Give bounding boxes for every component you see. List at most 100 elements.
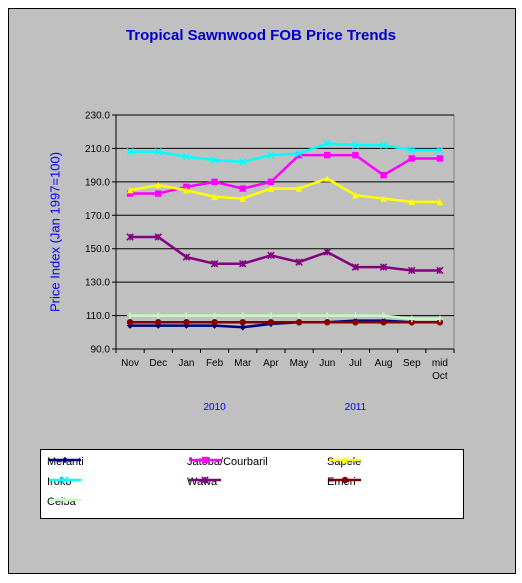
- x-tick-label: Jun: [319, 358, 335, 369]
- data-point-iroko: [239, 158, 247, 166]
- data-point-jatoba-courbaril: [380, 171, 387, 179]
- x-tick-label: Feb: [206, 358, 224, 369]
- data-point-emeri: [239, 319, 246, 326]
- legend-item-wawa: Wawa: [187, 474, 221, 490]
- data-point-sapele: [155, 182, 162, 189]
- series-jatoba-courbaril: [126, 151, 444, 197]
- data-point-jatoba-courbaril: [155, 190, 162, 197]
- data-point-emeri: [408, 319, 415, 326]
- series-line-wawa: [130, 235, 440, 272]
- data-point-jatoba-courbaril: [408, 155, 415, 162]
- legend-marker-iroko: [61, 476, 69, 484]
- x-tick-label: Nov: [121, 358, 139, 369]
- data-point-jatoba-courbaril: [239, 185, 246, 192]
- data-point-emeri: [295, 319, 303, 326]
- data-point-sapele: [408, 198, 415, 206]
- data-point-ceiba: [239, 312, 246, 319]
- data-point-jatoba-courbaril: [352, 151, 359, 159]
- data-point-ceiba: [352, 312, 359, 319]
- data-point-iroko: [351, 141, 360, 149]
- data-point-meranti: [239, 324, 246, 331]
- x-tick-label: May: [290, 358, 309, 369]
- data-point-wawa: [182, 253, 191, 261]
- x-tick-label: Aug: [375, 358, 393, 369]
- data-point-meranti: [155, 322, 162, 329]
- x-tick-label: Jul: [349, 358, 362, 369]
- data-point-ceiba: [436, 315, 444, 323]
- y-tick-label: 150.0: [85, 244, 110, 255]
- chart-title: Tropical Sawnwood FOB Price Trends: [125, 27, 397, 44]
- series-line-iroko: [130, 142, 440, 164]
- data-point-ceiba: [155, 312, 162, 319]
- x-tick-label: Jan: [178, 358, 194, 369]
- legend-item-meranti: Meranti: [47, 454, 84, 470]
- data-point-emeri: [436, 319, 444, 326]
- legend-item-emeri: Emeri: [327, 474, 361, 490]
- data-point-emeri: [267, 319, 275, 326]
- data-point-ceiba: [408, 315, 415, 323]
- series-line-sapele: [129, 177, 440, 204]
- x-tick-label: Apr: [263, 358, 279, 369]
- x-tick-label: Mar: [234, 358, 252, 369]
- y-tick-label: 190.0: [85, 177, 110, 188]
- data-point-emeri: [324, 319, 331, 326]
- data-point-wawa: [267, 251, 275, 260]
- data-point-sapele: [267, 185, 275, 192]
- data-point-wawa: [295, 258, 303, 266]
- legend-item-jatoba-courbaril: Jatoba/Courbaril: [187, 454, 268, 470]
- data-point-iroko: [323, 139, 331, 148]
- plot-area: [115, 114, 455, 350]
- y-tick-label: 110.0: [86, 311, 111, 322]
- data-point-ceiba: [183, 312, 190, 319]
- data-point-sapele: [126, 187, 134, 194]
- legend-swatch-sapele: [329, 456, 361, 464]
- series-line-ceiba: [130, 314, 440, 321]
- data-point-emeri: [183, 319, 190, 326]
- chart-legend: Meranti Jatoba/Courbaril Sapele Iroko Wawa Em…: [40, 449, 464, 519]
- x-tick-label: mid Oct: [432, 358, 448, 382]
- legend-swatch-jatoba-courbaril: [189, 456, 221, 464]
- data-point-iroko: [154, 148, 162, 156]
- series-line-jatoba-courbaril: [130, 153, 440, 195]
- data-point-sapele: [239, 195, 246, 202]
- data-point-wawa: [239, 260, 247, 268]
- x-tick-label: Sep: [403, 358, 421, 369]
- data-point-jatoba-courbaril: [436, 155, 444, 162]
- data-point-iroko: [379, 141, 388, 149]
- legend-marker-ceiba: [61, 496, 69, 504]
- data-point-emeri: [211, 319, 218, 326]
- data-point-wawa: [436, 266, 444, 275]
- data-point-sapele: [436, 198, 444, 206]
- data-point-emeri: [155, 319, 162, 326]
- series-iroko: [126, 139, 444, 166]
- legend-marker-emeri: [341, 476, 349, 484]
- data-point-ceiba: [267, 312, 275, 319]
- data-point-wawa: [210, 260, 219, 268]
- legend-marker-sapele: [341, 456, 349, 464]
- data-point-iroko: [436, 146, 444, 154]
- data-point-jatoba-courbaril: [324, 151, 331, 159]
- data-point-sapele: [324, 175, 331, 182]
- data-point-sapele: [380, 195, 387, 202]
- year-label: 2011: [345, 402, 367, 413]
- year-label: 2010: [203, 402, 226, 413]
- data-point-wawa: [323, 248, 331, 256]
- y-tick-label: 230.0: [85, 111, 110, 122]
- data-point-jatoba-courbaril: [211, 178, 218, 186]
- legend-marker-jatoba-courbaril: [201, 456, 209, 464]
- series-ceiba: [126, 312, 444, 323]
- data-point-wawa: [351, 263, 360, 271]
- data-point-wawa: [379, 263, 388, 271]
- data-point-ceiba: [324, 312, 331, 319]
- data-point-iroko: [267, 151, 275, 159]
- data-point-jatoba-courbaril: [183, 183, 190, 191]
- data-point-wawa: [408, 266, 416, 275]
- data-point-jatoba-courbaril: [295, 151, 303, 159]
- series-emeri: [126, 319, 444, 326]
- legend-swatch-emeri: [329, 476, 361, 484]
- data-point-sapele: [352, 192, 359, 199]
- data-point-emeri: [126, 319, 134, 326]
- series-wawa: [126, 233, 444, 275]
- legend-marker-wawa: [201, 476, 209, 484]
- legend-swatch-iroko: [49, 476, 81, 484]
